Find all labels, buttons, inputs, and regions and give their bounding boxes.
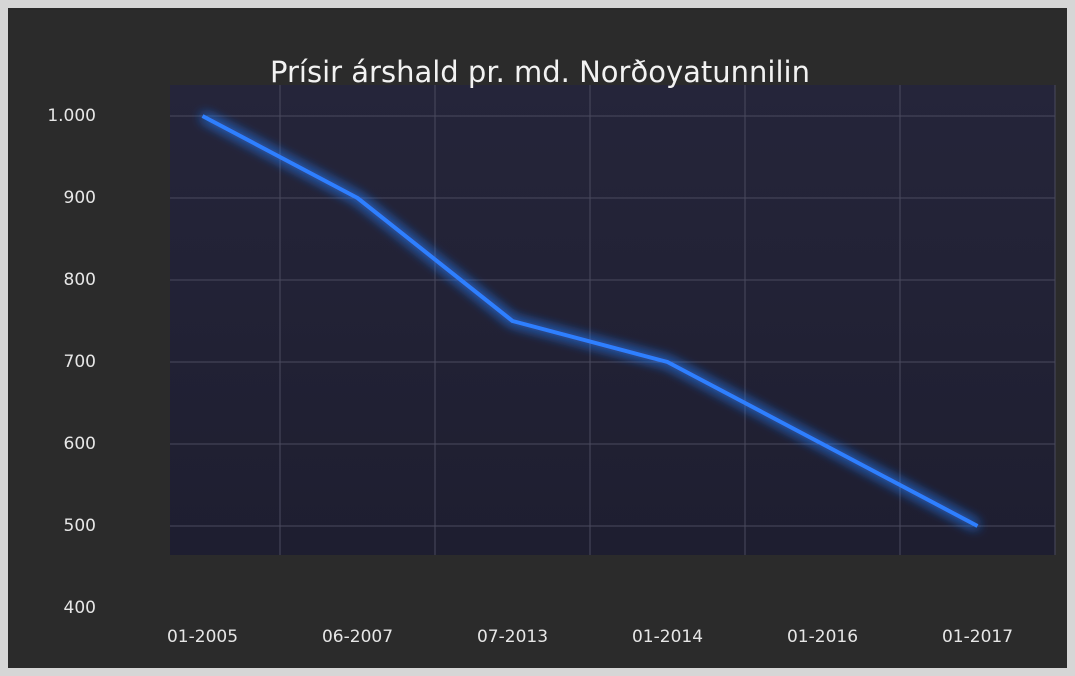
x-tick-label: 07-2013 — [477, 627, 548, 647]
x-tick-label: 01-2014 — [632, 627, 703, 647]
x-tick-label: 01-2005 — [167, 627, 238, 647]
line — [201, 114, 979, 528]
y-tick-label: 700 — [64, 352, 96, 372]
y-tick-label: 1.000 — [47, 106, 96, 126]
y-tick-label: 800 — [64, 270, 96, 290]
x-tick-label: 06-2007 — [322, 627, 393, 647]
y-tick-label: 900 — [64, 188, 96, 208]
plot-area — [170, 85, 1055, 555]
chart-title: Prísir árshald pr. md. Norðoyatunnilin — [270, 55, 810, 89]
x-tick-label: 01-2017 — [942, 627, 1013, 647]
y-tick-label: 400 — [64, 598, 96, 618]
x-tick-label: 01-2016 — [787, 627, 858, 647]
y-tick-label: 600 — [64, 434, 96, 454]
y-tick-label: 500 — [64, 516, 96, 536]
